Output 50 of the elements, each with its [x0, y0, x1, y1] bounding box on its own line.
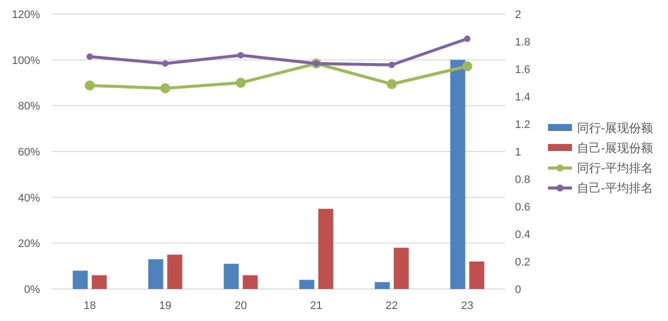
x-tick-label: 19	[159, 300, 172, 312]
point	[464, 36, 470, 42]
x-tick-label: 21	[310, 300, 322, 312]
y2-tick-label: 2	[515, 9, 522, 21]
point	[388, 62, 395, 68]
point	[162, 60, 168, 67]
y2-tick-label: 1.8	[515, 36, 530, 48]
y-tick-label: 40%	[18, 192, 40, 204]
x-tick-label: 23	[461, 300, 474, 312]
bar	[450, 60, 466, 289]
y2-tick-label: 1	[515, 146, 522, 158]
bar	[394, 248, 409, 289]
y-tick-label: 80%	[18, 100, 40, 113]
point	[238, 52, 244, 58]
bar	[148, 259, 164, 289]
bar	[469, 262, 484, 289]
y2-tick-label: 1.2	[515, 119, 530, 131]
y-tick-label: 120%	[12, 9, 40, 21]
point	[386, 79, 397, 90]
y2-tick-label: 0	[515, 284, 522, 296]
point	[462, 61, 472, 72]
point	[236, 78, 246, 88]
x-tick-label: 18	[84, 300, 96, 312]
y2-tick-label: 1.6	[515, 64, 530, 76]
y-tick-label: 0%	[24, 284, 40, 296]
y2-tick-label: 0.2	[515, 256, 530, 268]
y2-tick-label: 1.4	[515, 92, 530, 104]
bar	[72, 270, 88, 289]
x-tick-label: 22	[386, 300, 398, 312]
bar	[374, 282, 390, 289]
legend-label: 同行-平均排名	[577, 161, 653, 175]
y-tick-label: 20%	[18, 238, 40, 250]
bar	[167, 254, 182, 289]
bar	[242, 275, 258, 289]
y2-tick-label: 0.4	[515, 229, 530, 241]
bar	[299, 280, 314, 289]
point	[86, 53, 93, 60]
point	[160, 83, 170, 94]
y2-tick-label: 0.6	[515, 202, 530, 214]
legend-label: 同行-展现份额	[577, 121, 653, 135]
legend-label: 自己-平均排名	[577, 181, 653, 195]
x-tick-label: 20	[234, 300, 247, 312]
legend-label: 自己-展现份额	[577, 141, 653, 155]
y2-tick-label: 0.8	[515, 174, 530, 186]
bar	[92, 275, 107, 289]
bar	[224, 264, 239, 289]
y-tick-label: 100%	[12, 54, 40, 67]
point	[84, 80, 95, 90]
y-tick-label: 60%	[18, 146, 40, 158]
bar	[318, 208, 334, 289]
